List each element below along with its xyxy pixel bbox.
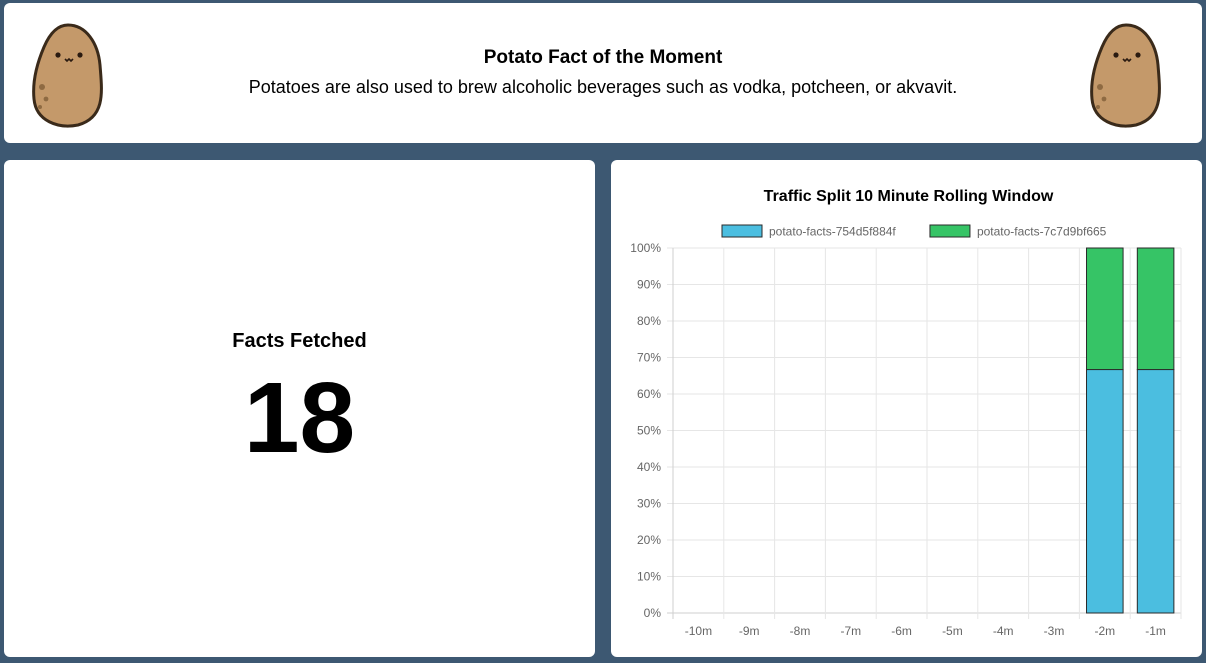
x-tick-label: -6m	[891, 624, 912, 638]
x-tick-label: -10m	[685, 624, 712, 638]
legend-swatch	[721, 224, 763, 238]
facts-fetched-card: Facts Fetched 18	[4, 160, 595, 657]
bar-segment	[1086, 369, 1124, 614]
bar-segment	[1136, 369, 1175, 614]
chart-title: Traffic Split 10 Minute Rolling Window	[764, 188, 1054, 205]
x-tick-label: -4m	[993, 624, 1014, 638]
x-tick-label: -7m	[840, 624, 861, 638]
potato-mascot-icon	[32, 23, 103, 128]
bar-segment	[1136, 247, 1175, 371]
y-tick-label: 40%	[637, 460, 661, 474]
y-tick-label: 80%	[637, 314, 661, 328]
y-tick-label: 70%	[637, 351, 661, 365]
x-tick-label: -5m	[942, 624, 963, 638]
y-tick-label: 50%	[637, 424, 661, 438]
x-tick-label: -8m	[790, 624, 811, 638]
y-tick-label: 0%	[644, 606, 662, 620]
bar-segment	[1086, 247, 1124, 371]
legend-label: potato-facts-754d5f884f	[769, 225, 896, 239]
traffic-split-chart-card: Traffic Split 10 Minute Rolling Window po…	[611, 160, 1202, 657]
potato-mascot-icon	[1090, 23, 1161, 128]
legend-label: potato-facts-7c7d9bf665	[977, 225, 1107, 239]
facts-fetched-label: Facts Fetched	[232, 330, 367, 352]
legend-swatch	[929, 224, 971, 238]
y-tick-label: 100%	[630, 241, 661, 255]
x-tick-label: -9m	[739, 624, 760, 638]
x-tick-label: -1m	[1145, 624, 1166, 638]
facts-fetched-count: 18	[243, 362, 356, 474]
traffic-split-chart: Traffic Split 10 Minute Rolling Window po…	[630, 188, 1182, 638]
y-tick-label: 90%	[637, 278, 661, 292]
y-tick-label: 20%	[637, 533, 661, 547]
fact-header-card: Potato Fact of the Moment Potatoes are a…	[4, 3, 1202, 143]
y-tick-label: 30%	[637, 497, 661, 511]
x-tick-label: -2m	[1094, 624, 1115, 638]
y-tick-label: 60%	[637, 387, 661, 401]
potato-fact-text: Potatoes are also used to brew alcoholic…	[248, 77, 958, 97]
y-tick-label: 10%	[637, 570, 661, 584]
fact-title: Potato Fact of the Moment	[483, 47, 723, 68]
x-tick-label: -3m	[1044, 624, 1065, 638]
